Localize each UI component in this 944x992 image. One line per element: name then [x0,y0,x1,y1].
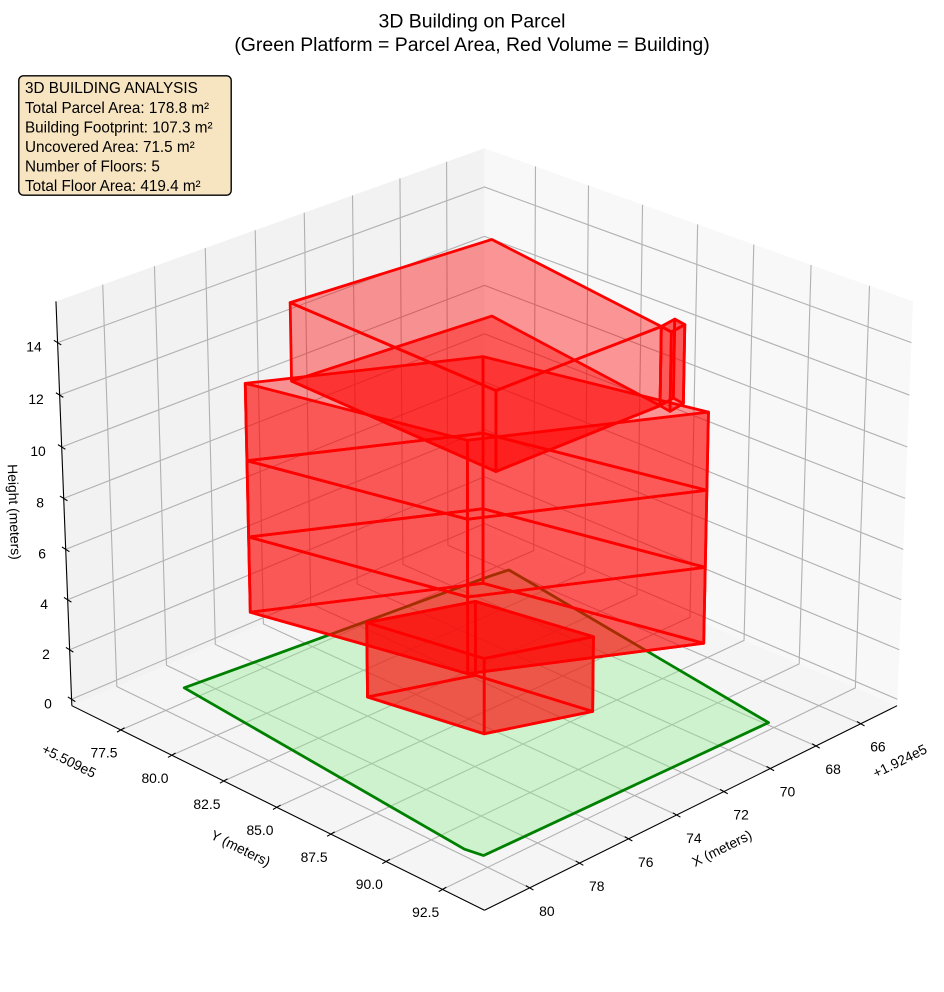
x-tick-label: 68 [825,761,841,777]
y-tick-label: 87.5 [301,849,328,865]
x-tick-label: 78 [589,878,605,894]
z-gridline [57,186,912,344]
info-box-line: Building Footprint: 107.3 m² [25,119,213,136]
z-tick-label: 12 [28,391,44,407]
z-tick [55,392,64,398]
x-tick-label: 76 [638,854,654,870]
z-gridline [71,522,898,700]
x-tick [719,788,728,795]
x-gridline [153,266,580,864]
x-tick-label: 74 [686,830,702,846]
x-tick-label: 70 [780,784,796,800]
y-tick [326,831,335,837]
y-tick [438,886,447,893]
y-tick [116,727,125,733]
x-tick [624,836,633,842]
y-axis-line [71,705,485,911]
info-box-line: Uncovered Area: 71.5 m² [25,139,195,156]
z-tick-label: 4 [40,596,48,612]
x-tick-label: 80 [539,903,555,919]
y-gridline [120,166,537,731]
info-box [18,75,232,196]
z-gridline [69,476,900,651]
y-tick-label: 77.5 [91,745,118,761]
x-gridline [351,195,771,770]
z-tick [61,546,70,553]
z-axis-line [55,301,73,706]
info-box-line: Total Floor Area: 419.4 m² [25,178,201,195]
x-axis-line [484,705,898,911]
x-tick [856,721,865,727]
building-face [494,325,663,473]
z-tick-label: 14 [26,339,42,355]
z-gridline [67,428,902,601]
chart-subtitle: (Green Platform = Parcel Area, Red Volum… [234,34,709,56]
x-tick [766,765,775,772]
x-tick-label: 66 [870,739,886,755]
z-gridline [63,333,906,499]
y-tick [272,804,281,810]
z-tick-label: 6 [38,545,46,561]
y-tick-label: 90.0 [356,876,383,892]
x-gridline [102,284,530,889]
parcel-platform [182,568,770,857]
y-tick-label: 80.0 [141,770,168,786]
info-box-line: Total Parcel Area: 178.8 m² [25,100,209,117]
y-tick-label: 82.5 [193,796,220,812]
z-tick [53,339,62,346]
info-box-line: 3D BUILDING ANALYSIS [25,80,198,97]
z-gridline [59,235,910,396]
x-tick [672,812,681,818]
building-face [465,410,710,521]
x-gridline [446,161,861,725]
y-gridline [330,244,755,835]
info-box-line: Number of Floors: 5 [25,158,160,175]
y-gridline [276,224,699,808]
z-tick-label: 2 [42,646,50,662]
y-tick [219,778,228,784]
chart-title: 3D Building on Parcel [379,11,566,33]
x-tick [575,860,584,866]
z-tick-label: 10 [30,443,46,459]
y-gridline [385,264,812,862]
x-gridline [399,178,817,747]
z-tick [63,596,72,603]
pane-right [484,148,914,706]
z-tick [65,646,74,653]
x-gridline [204,247,629,840]
z-tick [59,495,68,502]
y-gridline [442,285,871,890]
y-tick [167,752,176,758]
y-tick-label: 92.5 [412,904,439,920]
y-gridline [171,185,590,756]
z-tick [67,696,76,703]
x-tick [811,743,821,749]
x-tick-label: 72 [733,807,749,823]
z-gridline [61,284,908,448]
z-gridline [65,381,904,550]
y-tick-label: 85.0 [246,822,273,838]
building-face [659,317,687,334]
z-tick-label: 8 [36,494,44,510]
x-gridline [254,230,677,816]
y-tick [382,858,391,865]
z-axis-label: Height (meters) [5,464,25,560]
z-tick [57,444,66,450]
z-tick-label: 0 [44,695,52,711]
x-tick [525,885,534,891]
